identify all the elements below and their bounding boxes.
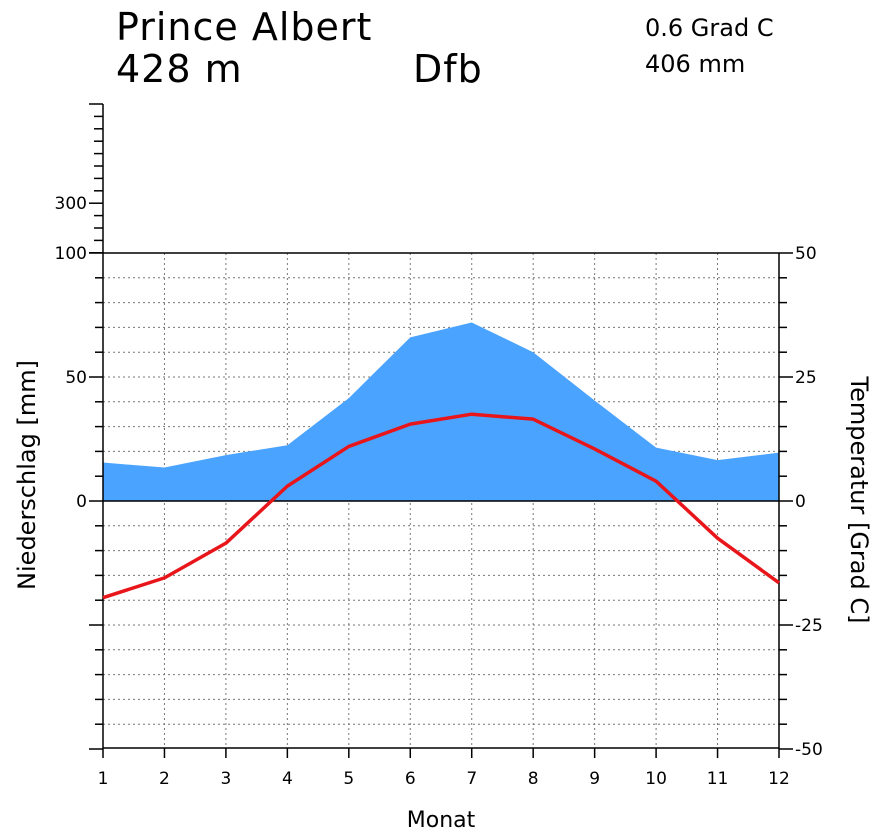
right-tick-label: -50 <box>795 740 823 760</box>
x-tick-label: 4 <box>282 769 293 789</box>
right-tick-label: -25 <box>795 616 823 636</box>
right-tick-label: 25 <box>795 368 817 388</box>
x-tick-label: 7 <box>466 769 477 789</box>
temperature-polyline <box>102 412 781 600</box>
y-axis-label-left: Niederschlag [mm] <box>13 360 41 590</box>
x-tick-label: 11 <box>707 769 729 789</box>
annual-precipitation: 406 mm <box>645 50 746 78</box>
precipitation-area <box>103 322 779 501</box>
x-tick-label: 9 <box>589 769 600 789</box>
x-tick-label: 6 <box>405 769 416 789</box>
temperature-line <box>102 412 781 600</box>
precipitation-area-fill <box>103 322 779 501</box>
left-tick-label: 100 <box>55 244 87 264</box>
right-tick-label: 50 <box>795 244 817 264</box>
climate-class: Dfb <box>413 47 483 91</box>
x-axis-label: Monat <box>406 808 476 833</box>
axes <box>89 103 793 758</box>
x-tick-label: 5 <box>343 769 354 789</box>
x-tick-label: 8 <box>528 769 539 789</box>
left-tick-label: 300 <box>55 194 87 214</box>
x-tick-label: 10 <box>645 769 667 789</box>
station-name: Prince Albert <box>116 5 373 49</box>
right-tick-label: 0 <box>795 492 806 512</box>
x-tick-label: 1 <box>98 769 109 789</box>
station-elevation: 428 m <box>116 47 243 91</box>
annual-temperature: 0.6 Grad C <box>645 14 774 42</box>
left-tick-label: 0 <box>76 492 87 512</box>
x-tick-label: 3 <box>220 769 231 789</box>
left-tick-label: 50 <box>65 368 87 388</box>
y-axis-label-right: Temperatur [Grad C] <box>845 376 873 624</box>
x-tick-label: 12 <box>768 769 790 789</box>
x-tick-label: 2 <box>159 769 170 789</box>
